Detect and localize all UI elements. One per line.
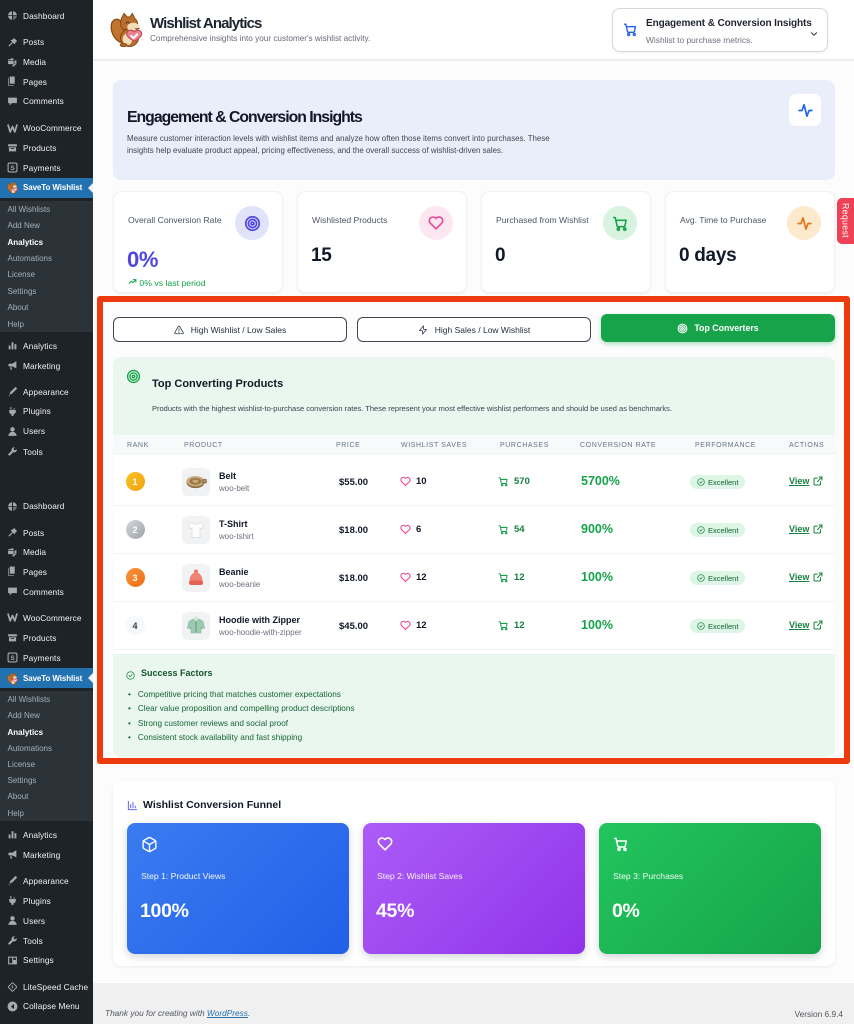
svg-text:S: S bbox=[10, 655, 15, 662]
svg-text:S: S bbox=[10, 165, 15, 172]
